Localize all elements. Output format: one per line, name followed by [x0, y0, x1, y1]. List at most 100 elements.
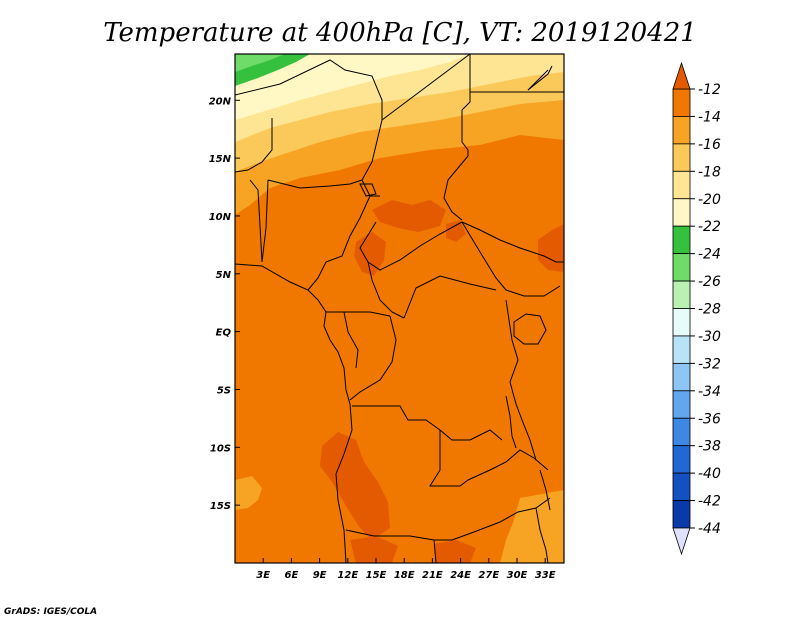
colorbar-tick-label: -28 — [698, 302, 721, 318]
y-tick-label: 15N — [209, 154, 232, 165]
border-zim-moz — [535, 507, 549, 563]
coastline-gulf — [235, 263, 353, 563]
map-frame — [234, 53, 565, 564]
border-nigeria-cameroon — [307, 195, 371, 291]
x-axis: 3E 6E 9E 12E 15E 18E 21E 24E 27E 30E 33E — [256, 558, 556, 581]
field-patch-s3 — [434, 540, 476, 563]
x-tick-label: 24E — [450, 570, 471, 581]
x-tick-label: 30E — [507, 570, 528, 581]
colorbar-box — [672, 116, 691, 145]
x-tick-label: 12E — [337, 570, 358, 581]
y-tick-label: 5N — [216, 270, 232, 281]
colorbar-box — [672, 143, 691, 172]
field-patch-n2 — [354, 232, 386, 276]
field-band-22 — [235, 54, 470, 120]
colorbar-box — [672, 225, 691, 255]
colorbar-box — [672, 198, 691, 227]
x-tick-label: 18E — [394, 570, 415, 581]
colorbar-box — [672, 170, 691, 200]
colorbar-box — [672, 472, 691, 501]
colorbar-tick-label: -42 — [698, 494, 721, 510]
x-tick-label: 27E — [478, 570, 499, 581]
border-algeria-niger — [235, 59, 383, 120]
y-tick-label: 10N — [209, 212, 232, 223]
border-gabon-congo — [343, 311, 359, 369]
border-angola-drc — [439, 429, 503, 441]
border-nigeria-benin — [261, 179, 269, 263]
colorbar-tick-label: -32 — [698, 356, 721, 372]
x-tick-label: 3E — [256, 570, 270, 581]
x-tick-label: 33E — [535, 570, 556, 581]
colorbar-bottom-arrow — [672, 527, 691, 556]
nile-valley — [527, 69, 549, 91]
colorbar-box — [672, 417, 691, 447]
field-patch-s1 — [320, 432, 390, 540]
colorbar-tick-label: -44 — [698, 521, 721, 537]
lake-chad — [359, 183, 377, 197]
colorbar-box — [672, 445, 691, 474]
colorbar-box — [672, 362, 691, 392]
colorbar-tick-label: -14 — [698, 109, 721, 125]
colorbar-box — [672, 335, 691, 364]
chart-title: Temperature at 400hPa [C], VT: 201912042… — [103, 18, 697, 48]
y-tick-label: EQ — [216, 328, 232, 339]
y-axis: 20N 15N 10N 5N EQ 5S 10S 15S — [209, 96, 240, 512]
lake-tanganyika — [505, 395, 517, 449]
field-warm-south-left — [235, 476, 262, 510]
field-band-26 — [235, 54, 285, 72]
x-tick-label: 21E — [422, 570, 443, 581]
colorbar-tick-label: -40 — [698, 466, 721, 482]
border-libya-chad — [381, 54, 471, 121]
border-botswana — [433, 539, 437, 563]
colorbar-box — [672, 88, 691, 117]
border-mali-niger — [235, 118, 273, 173]
border-car-cameroon — [367, 261, 405, 319]
colorbar-top-arrow — [672, 61, 691, 90]
colorbar-box — [672, 280, 691, 309]
border-zambia-east — [467, 449, 549, 481]
colorbar-tick-label: -24 — [698, 247, 721, 263]
colorbar-tick-label: -12 — [698, 82, 721, 98]
border-angola-namibia — [345, 529, 452, 541]
border-benin-togo — [249, 179, 263, 263]
colorbar-tick-label: -36 — [698, 411, 721, 427]
border-niger-nigeria — [267, 179, 363, 189]
border-angola-north — [352, 405, 441, 431]
map-area — [235, 54, 564, 563]
colorbar-tick-label: -18 — [698, 164, 721, 180]
border-chad-sudan — [443, 155, 469, 221]
country-borders — [235, 54, 564, 563]
colorbar-tick-label: -26 — [698, 274, 721, 290]
border-libya-egypt — [461, 54, 471, 156]
colorbar-box — [672, 253, 691, 282]
y-tick-label: 5S — [217, 385, 231, 396]
x-tick-label: 15E — [366, 570, 387, 581]
lake-victoria — [513, 313, 547, 345]
y-tick-label: 10S — [210, 443, 231, 454]
border-ssudan-car — [461, 221, 507, 291]
x-tick-label: 6E — [285, 570, 299, 581]
y-tick-label: 15S — [210, 501, 231, 512]
field-patch-s2 — [350, 536, 398, 563]
colorbar-box — [672, 390, 691, 419]
field-patch-n1 — [372, 200, 446, 232]
colorbar: -12 -14 -16 -18 -20 -22 -24 -26 -28 -30 -32 -34 -36 -… — [672, 61, 721, 556]
border-sudan-ssudan — [461, 221, 564, 263]
colorbar-tick-label: -30 — [698, 329, 721, 345]
field-warm-south-right — [500, 490, 564, 563]
colorbar-tick-label: -38 — [698, 439, 721, 455]
border-angola-zambia — [429, 430, 469, 487]
x-tick-label: 9E — [313, 570, 327, 581]
border-congo-drc — [349, 315, 397, 401]
colorbar-tick-label: -22 — [698, 219, 721, 235]
border-chad-car — [359, 221, 463, 271]
y-tick-label: 20N — [209, 96, 232, 107]
border-drc-east — [505, 299, 537, 461]
field-patch-n3 — [446, 220, 466, 242]
field-patch-e — [538, 224, 564, 272]
lake-malawi — [539, 469, 551, 511]
colorbar-box — [672, 308, 691, 337]
colorbar-tick-label: -20 — [698, 192, 721, 208]
credit-text: GrADS: IGES/COLA — [4, 607, 97, 617]
